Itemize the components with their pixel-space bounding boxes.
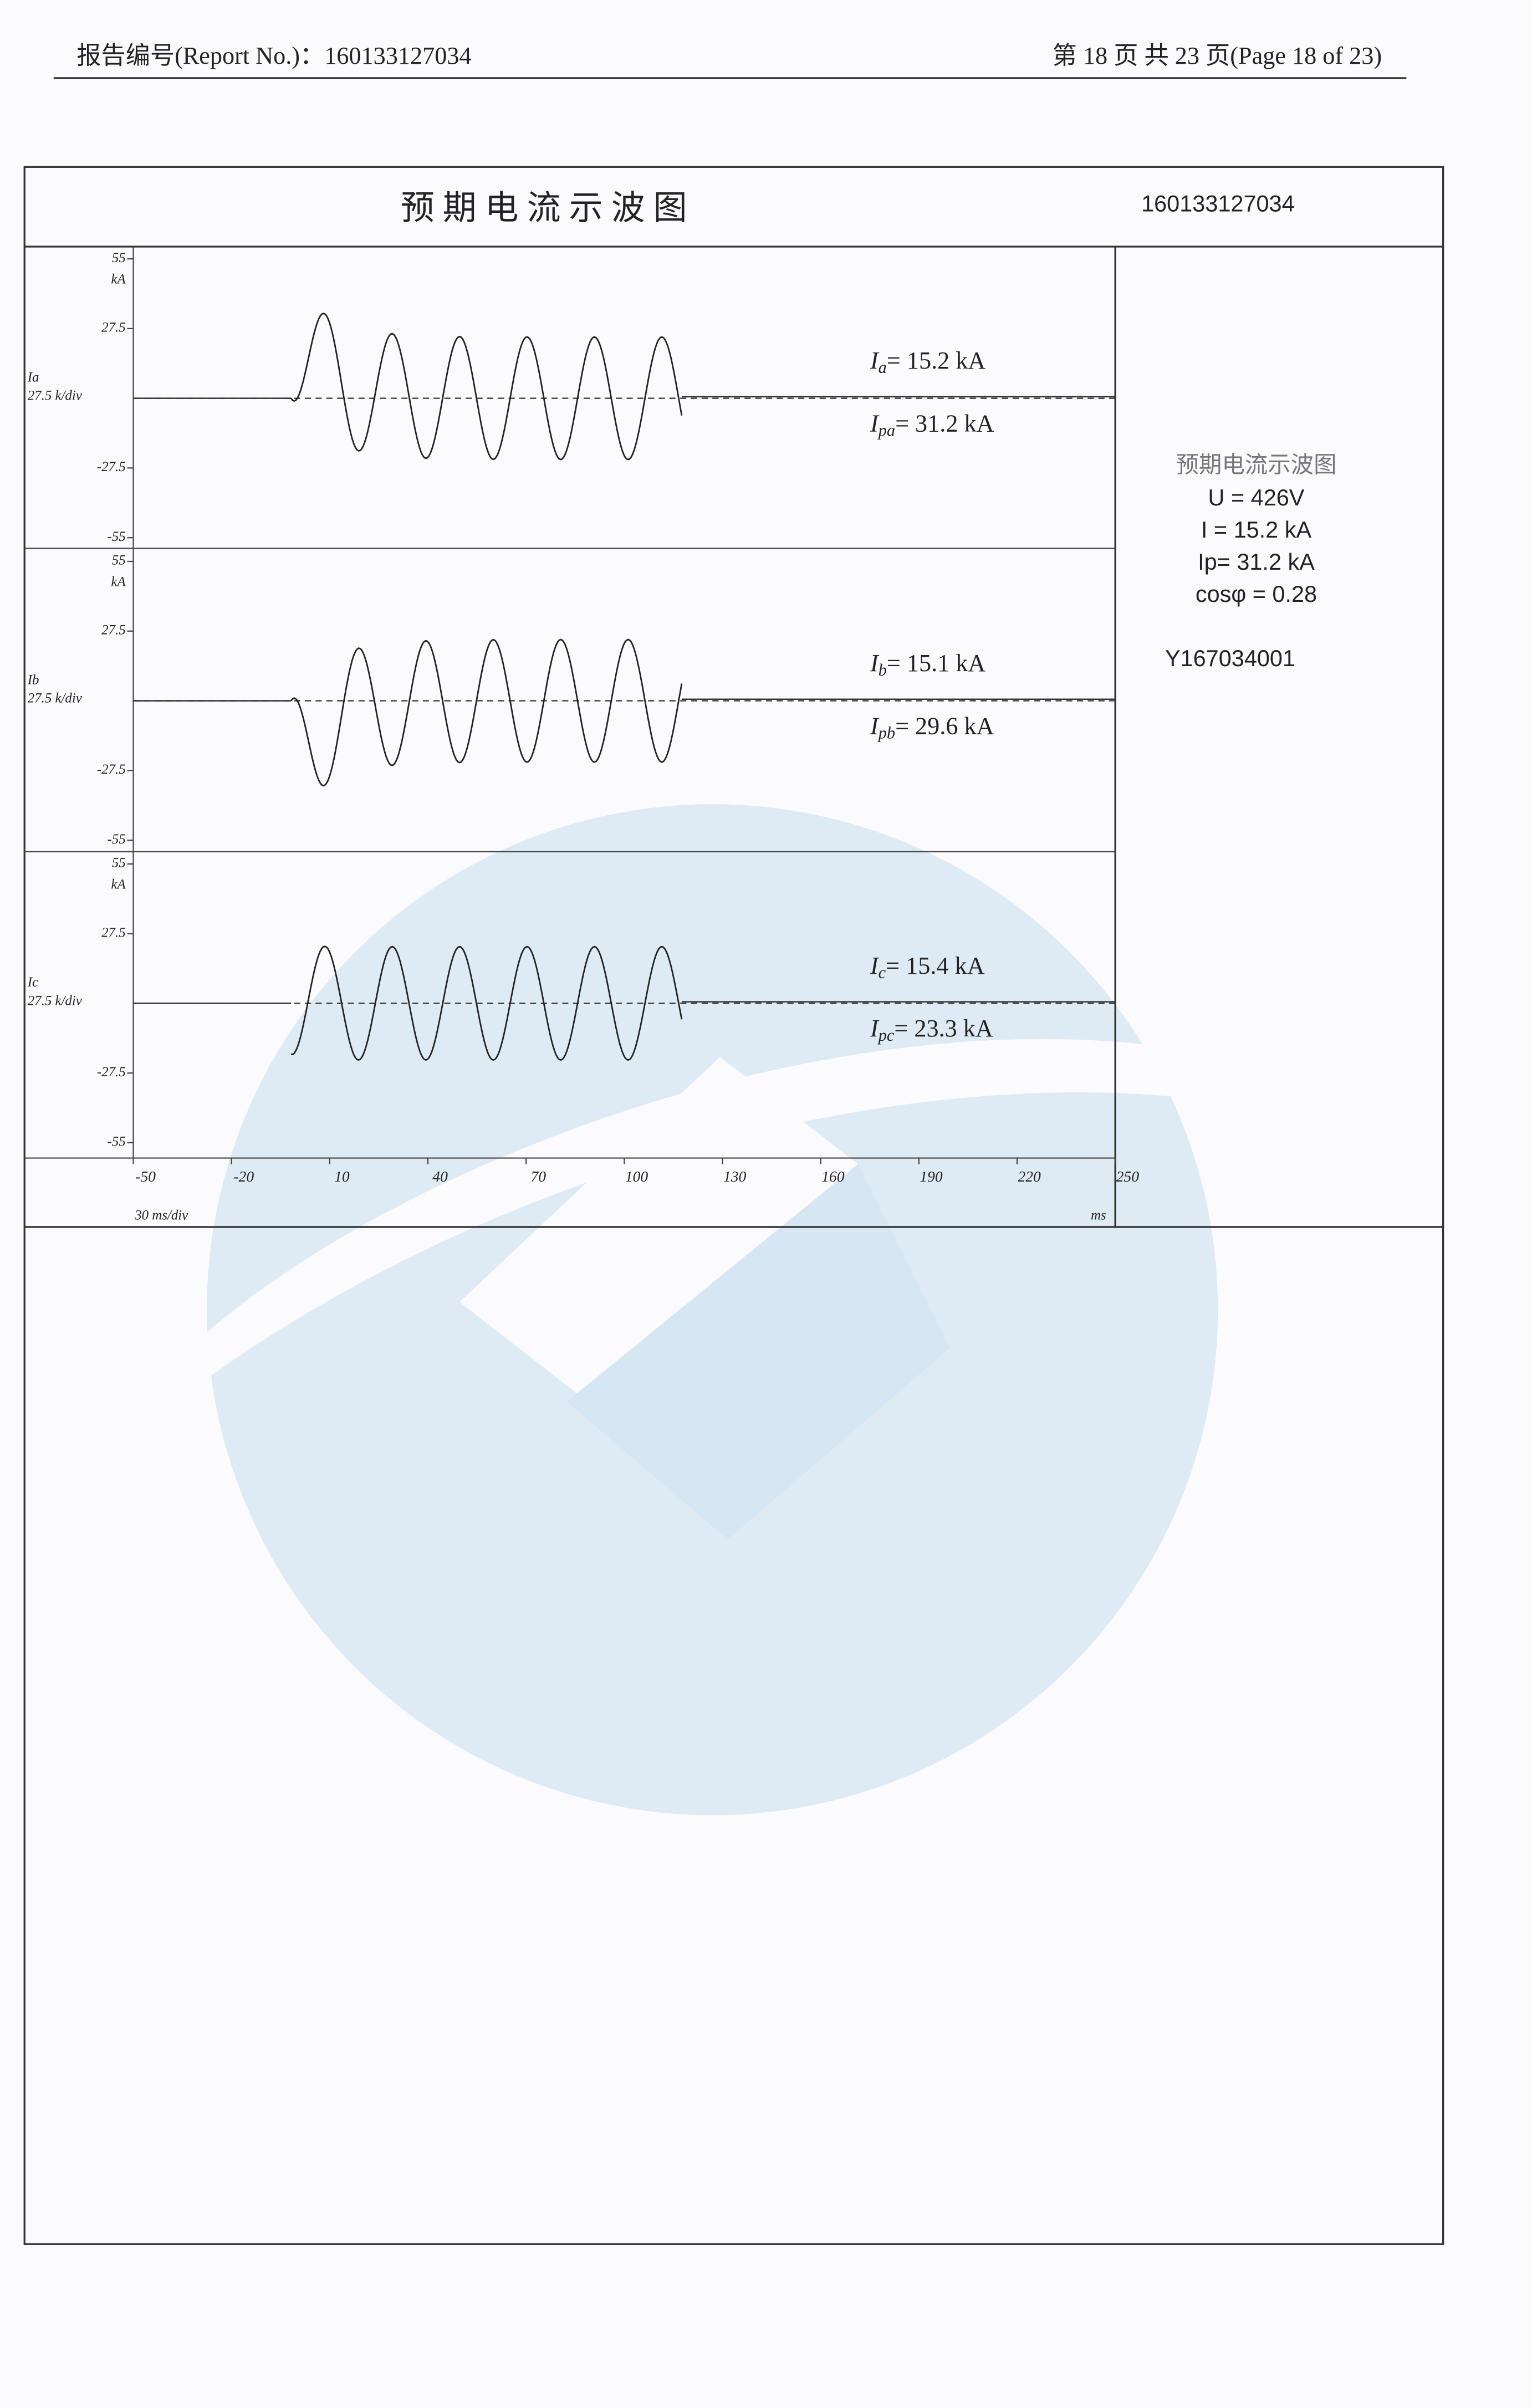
info-line: Ip= 31.2 kA: [1198, 549, 1315, 575]
y-tick-label: -55: [108, 529, 126, 544]
x-tick-label: 10: [334, 1168, 350, 1185]
annotation: Ib= 15.1 kA: [870, 650, 985, 679]
x-unit: ms: [1091, 1208, 1106, 1223]
subscript: a: [879, 358, 887, 377]
page-number: 第 18 页 共 23 页(Page 18 of 23): [1053, 42, 1382, 69]
y-tick-label: 55: [112, 856, 126, 871]
annotation: Ipc= 23.3 kA: [870, 1015, 993, 1045]
value-text: = 15.1 kA: [887, 650, 986, 677]
y-tick-label: -27.5: [97, 459, 126, 474]
channel-scale: 27.5 k/div: [28, 993, 83, 1008]
annotation: Ia= 15.2 kA: [870, 347, 985, 377]
subscript: pa: [877, 421, 895, 439]
symbol: I: [870, 1015, 880, 1042]
symbol: I: [870, 952, 880, 979]
figure-frame: [23, 166, 1444, 2245]
value-text: = 15.2 kA: [887, 347, 986, 374]
value-text: = 31.2 kA: [895, 410, 994, 437]
waveform: [291, 945, 683, 1061]
figure-number: 160133127034: [1141, 190, 1295, 216]
x-tick-label: -20: [233, 1168, 254, 1185]
symbol: I: [870, 650, 880, 677]
x-tick-label: 160: [821, 1168, 845, 1185]
annotation: Ic= 15.4 kA: [870, 952, 985, 982]
x-tick-label: 130: [723, 1168, 747, 1185]
x-scale: 30 ms/div: [134, 1208, 188, 1223]
x-tick-label: 100: [625, 1168, 648, 1185]
value-text: = 15.4 kA: [886, 952, 985, 979]
y-tick-label: -27.5: [97, 762, 126, 777]
x-tick-label: 40: [432, 1168, 448, 1185]
y-tick-label: -27.5: [97, 1065, 126, 1080]
symbol: I: [870, 410, 880, 437]
channel-scale: 27.5 k/div: [28, 691, 83, 705]
y-tick-label: -55: [108, 832, 126, 847]
info-code: Y167034001: [1165, 645, 1295, 671]
report-number: 报告编号(Report No.)：160133127034: [76, 42, 471, 69]
y-unit: kA: [111, 877, 126, 892]
y-tick-label: 27.5: [101, 925, 126, 940]
waveform: [290, 313, 683, 461]
watermark: [207, 804, 1226, 1816]
y-unit: kA: [111, 272, 126, 287]
symbol: I: [870, 347, 880, 374]
info-line: I = 15.2 kA: [1201, 517, 1312, 543]
y-unit: kA: [111, 574, 126, 589]
symbol: I: [870, 712, 880, 739]
x-tick-label: -50: [135, 1168, 156, 1185]
x-tick-label: 220: [1018, 1168, 1041, 1185]
subscript: c: [879, 963, 886, 982]
x-tick-label: 70: [530, 1168, 546, 1185]
y-tick-label: 27.5: [101, 622, 126, 637]
channel-name: Ia: [27, 370, 39, 385]
x-tick-label: 250: [1116, 1168, 1140, 1185]
info-line: U = 426V: [1208, 484, 1305, 510]
subscript: b: [879, 661, 887, 679]
y-tick-label: 55: [112, 553, 126, 568]
subscript: pb: [877, 723, 895, 742]
info-line: cosφ = 0.28: [1196, 581, 1317, 607]
info-title: 预期电流示波图: [1176, 452, 1336, 478]
value-text: = 23.3 kA: [894, 1015, 993, 1042]
annotation: Ipb= 29.6 kA: [870, 712, 994, 742]
y-tick-label: -55: [108, 1134, 126, 1149]
figure-title: 预 期 电 流 示 波 图: [401, 190, 687, 227]
y-tick-label: 27.5: [101, 320, 126, 335]
channel-scale: 27.5 k/div: [28, 388, 83, 403]
y-tick-label: 55: [112, 250, 126, 265]
annotation: Ipa= 31.2 kA: [870, 410, 994, 440]
channel-name: Ib: [27, 672, 39, 687]
waveform: [290, 638, 683, 787]
x-tick-label: 190: [920, 1168, 943, 1185]
subscript: pc: [877, 1026, 895, 1045]
channel-name: Ic: [27, 975, 38, 990]
value-text: = 29.6 kA: [895, 712, 994, 739]
